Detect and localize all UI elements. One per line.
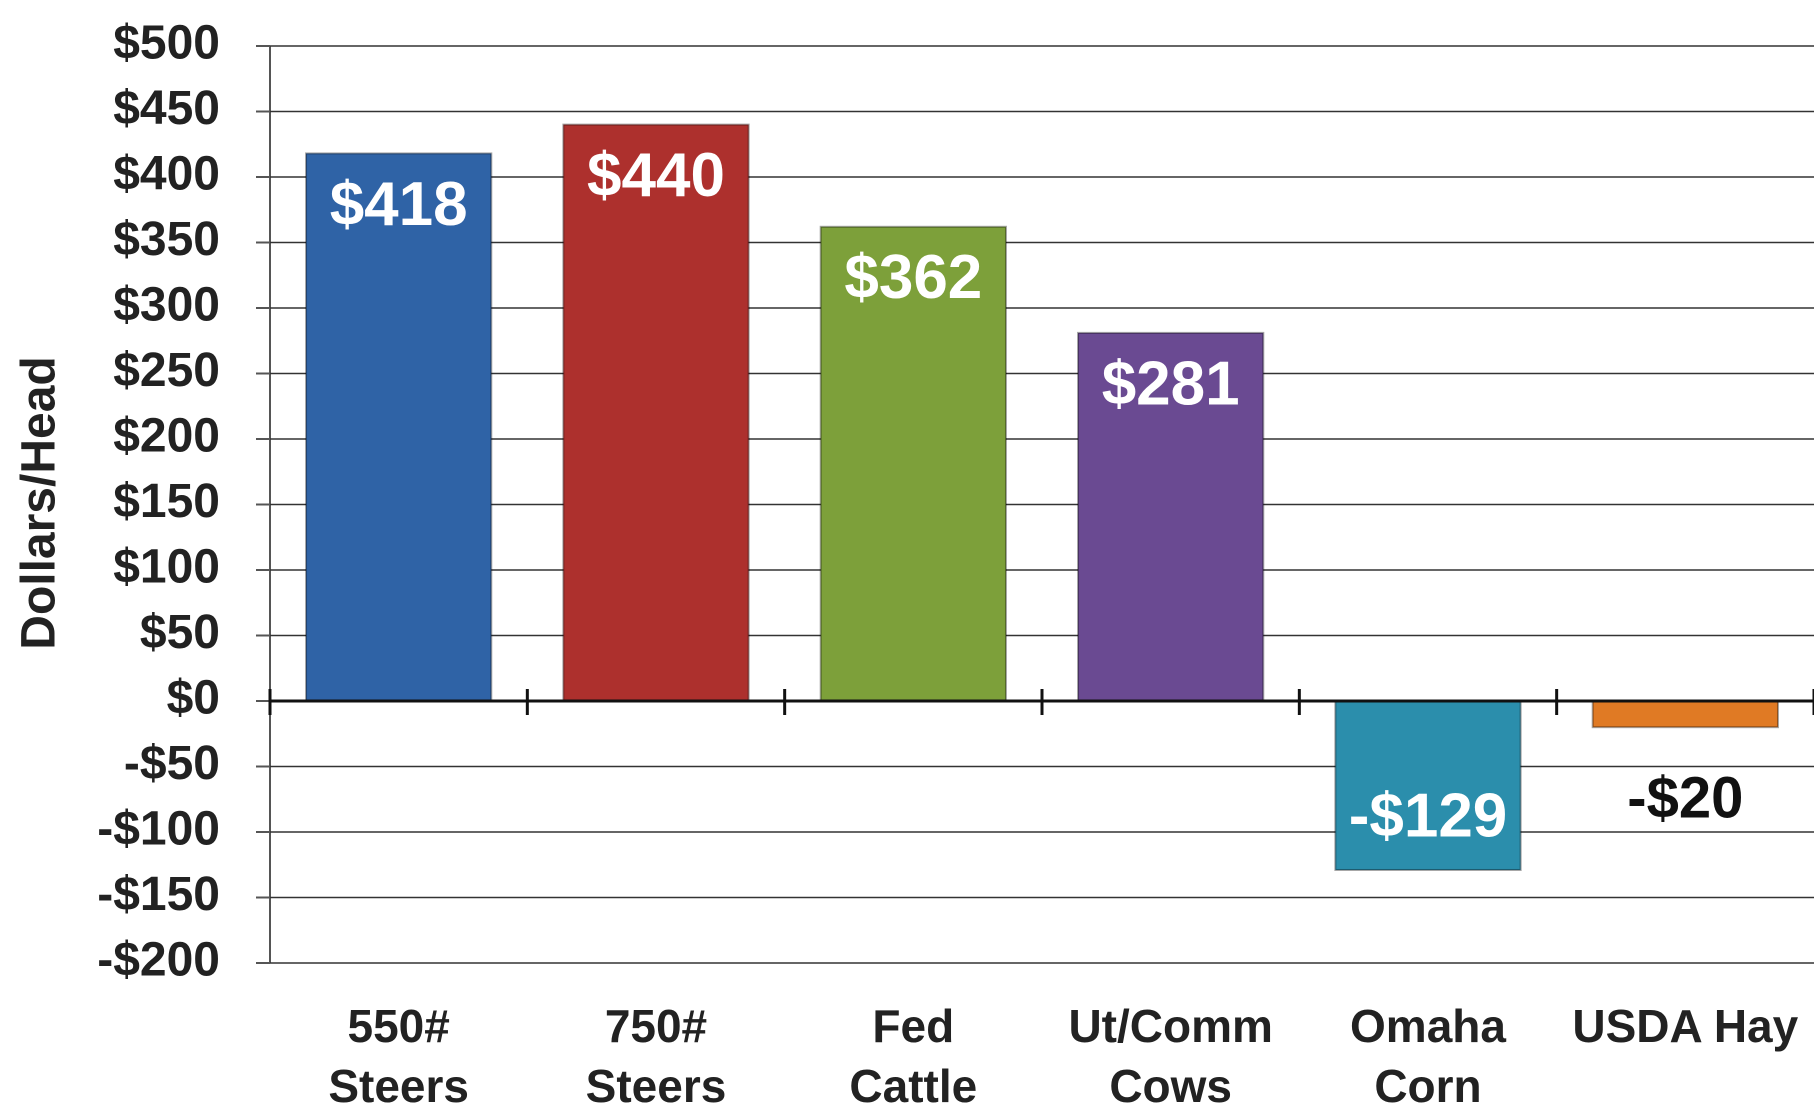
value-label: -$129 xyxy=(1349,781,1508,850)
y-tick-label: $50 xyxy=(140,606,220,659)
y-tick-label: $200 xyxy=(113,410,220,463)
bar xyxy=(1334,700,1522,871)
x-tick-label: 550# Steers xyxy=(328,1000,469,1111)
y-tick-label: -$200 xyxy=(97,934,220,987)
bar xyxy=(1077,331,1265,702)
value-label: $362 xyxy=(844,243,982,312)
x-tick-label: Fed Cattle xyxy=(849,1000,978,1111)
bar xyxy=(562,123,750,703)
x-tick-label: USDA Hay xyxy=(1572,1000,1799,1052)
value-label: -$20 xyxy=(1627,766,1743,831)
x-tick-label: Ut/Comm Cows xyxy=(1068,1000,1273,1111)
y-tick-label: $100 xyxy=(113,541,220,594)
y-tick-label: $500 xyxy=(113,17,220,70)
y-tick-label: $150 xyxy=(113,475,220,528)
y-tick-label: -$150 xyxy=(97,868,220,921)
y-axis-label: Dollars/Head xyxy=(13,356,66,649)
x-tick-label: 750# Steers xyxy=(585,1000,727,1111)
x-tick-label: Omaha Corn xyxy=(1350,1000,1506,1111)
y-tick-label: $250 xyxy=(113,344,220,397)
y-tick-label: $400 xyxy=(113,148,220,201)
y-tick-label: $300 xyxy=(113,279,220,332)
y-tick-label: -$50 xyxy=(124,737,220,790)
y-tick-label: $350 xyxy=(113,213,220,266)
value-label: $281 xyxy=(1102,349,1240,418)
bar xyxy=(819,225,1007,702)
value-label: $418 xyxy=(330,170,468,239)
y-tick-label: -$100 xyxy=(97,803,220,856)
value-label: $440 xyxy=(587,141,725,210)
y-tick-label: $0 xyxy=(167,672,220,725)
y-tick-label: $450 xyxy=(113,82,220,135)
bar xyxy=(305,152,493,703)
bar xyxy=(1591,700,1779,729)
